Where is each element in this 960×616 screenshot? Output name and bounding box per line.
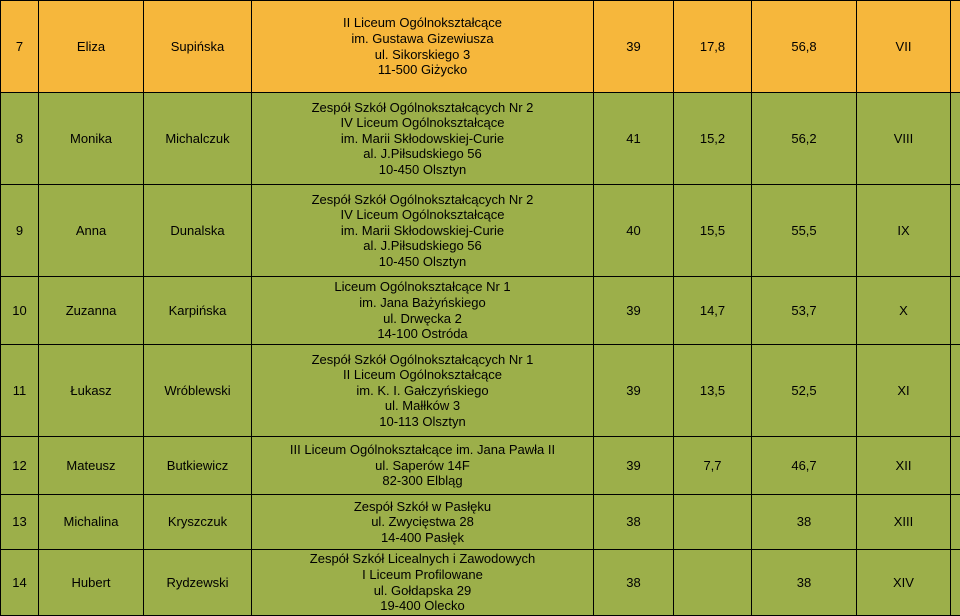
table-row: 12MateuszButkiewiczIII Liceum Ogólnokszt…: [1, 437, 960, 495]
table-row: 7ElizaSupińskaII Liceum Ogólnokształcące…: [1, 1, 960, 93]
total-cell: 56,8: [752, 1, 857, 92]
total-cell: 55,5: [752, 185, 857, 276]
last-name-cell: Michalczuk: [144, 93, 252, 184]
results-table: 7ElizaSupińskaII Liceum Ogólnokształcące…: [0, 0, 960, 616]
place-cell: XI: [857, 345, 951, 436]
school-cell: Zespół Szkół Ogólnokształcących Nr 2 IV …: [252, 185, 594, 276]
school-cell: Zespół Szkół w Pasłęku ul. Zwycięstwa 28…: [252, 495, 594, 549]
rank-cell: 9: [1, 185, 39, 276]
last-name-cell: Karpińska: [144, 277, 252, 344]
table-row: 10ZuzannaKarpińskaLiceum Ogólnokształcąc…: [1, 277, 960, 345]
first-name-cell: Hubert: [39, 550, 144, 615]
table-row: 11ŁukaszWróblewskiZespół Szkół Ogólnoksz…: [1, 345, 960, 437]
place-cell: XII: [857, 437, 951, 494]
school-cell: II Liceum Ogólnokształcące im. Gustawa G…: [252, 1, 594, 92]
first-name-cell: Zuzanna: [39, 277, 144, 344]
place-cell: X: [857, 277, 951, 344]
score2-cell: 7,7: [674, 437, 752, 494]
place-cell: XIII: [857, 495, 951, 549]
last-name-cell: Wróblewski: [144, 345, 252, 436]
score1-cell: 39: [594, 277, 674, 344]
total-cell: 56,2: [752, 93, 857, 184]
score2-cell: 15,5: [674, 185, 752, 276]
last-name-cell: Butkiewicz: [144, 437, 252, 494]
rank-cell: 12: [1, 437, 39, 494]
last-name-cell: Kryszczuk: [144, 495, 252, 549]
place-cell: XIV: [857, 550, 951, 615]
place-cell: VII: [857, 1, 951, 92]
score2-cell: 15,2: [674, 93, 752, 184]
total-cell: 53,7: [752, 277, 857, 344]
rank-cell: 13: [1, 495, 39, 549]
rank-cell: 11: [1, 345, 39, 436]
score2-cell: [674, 550, 752, 615]
place-cell: VIII: [857, 93, 951, 184]
rank-cell: 14: [1, 550, 39, 615]
score1-cell: 41: [594, 93, 674, 184]
table-row: 8MonikaMichalczukZespół Szkół Ogólnokszt…: [1, 93, 960, 185]
total-cell: 52,5: [752, 345, 857, 436]
score1-cell: 39: [594, 1, 674, 92]
score1-cell: 39: [594, 345, 674, 436]
score1-cell: 38: [594, 495, 674, 549]
first-name-cell: Mateusz: [39, 437, 144, 494]
score2-cell: 17,8: [674, 1, 752, 92]
school-cell: Liceum Ogólnokształcące Nr 1 im. Jana Ba…: [252, 277, 594, 344]
last-name-cell: Supińska: [144, 1, 252, 92]
total-cell: 38: [752, 495, 857, 549]
score2-cell: 14,7: [674, 277, 752, 344]
school-cell: Zespół Szkół Ogólnokształcących Nr 2 IV …: [252, 93, 594, 184]
last-name-cell: Dunalska: [144, 185, 252, 276]
table-row: 14HubertRydzewskiZespół Szkół Licealnych…: [1, 550, 960, 616]
school-cell: Zespół Szkół Licealnych i Zawodowych I L…: [252, 550, 594, 615]
first-name-cell: Eliza: [39, 1, 144, 92]
table-row: 13MichalinaKryszczukZespół Szkół w Pasłę…: [1, 495, 960, 550]
score1-cell: 38: [594, 550, 674, 615]
school-cell: Zespół Szkół Ogólnokształcących Nr 1 II …: [252, 345, 594, 436]
first-name-cell: Monika: [39, 93, 144, 184]
total-cell: 46,7: [752, 437, 857, 494]
first-name-cell: Łukasz: [39, 345, 144, 436]
first-name-cell: Michalina: [39, 495, 144, 549]
score2-cell: 13,5: [674, 345, 752, 436]
score2-cell: [674, 495, 752, 549]
rank-cell: 10: [1, 277, 39, 344]
first-name-cell: Anna: [39, 185, 144, 276]
school-cell: III Liceum Ogólnokształcące im. Jana Paw…: [252, 437, 594, 494]
score1-cell: 39: [594, 437, 674, 494]
score1-cell: 40: [594, 185, 674, 276]
rank-cell: 7: [1, 1, 39, 92]
rank-cell: 8: [1, 93, 39, 184]
last-name-cell: Rydzewski: [144, 550, 252, 615]
total-cell: 38: [752, 550, 857, 615]
table-row: 9AnnaDunalskaZespół Szkół Ogólnokształcą…: [1, 185, 960, 277]
place-cell: IX: [857, 185, 951, 276]
